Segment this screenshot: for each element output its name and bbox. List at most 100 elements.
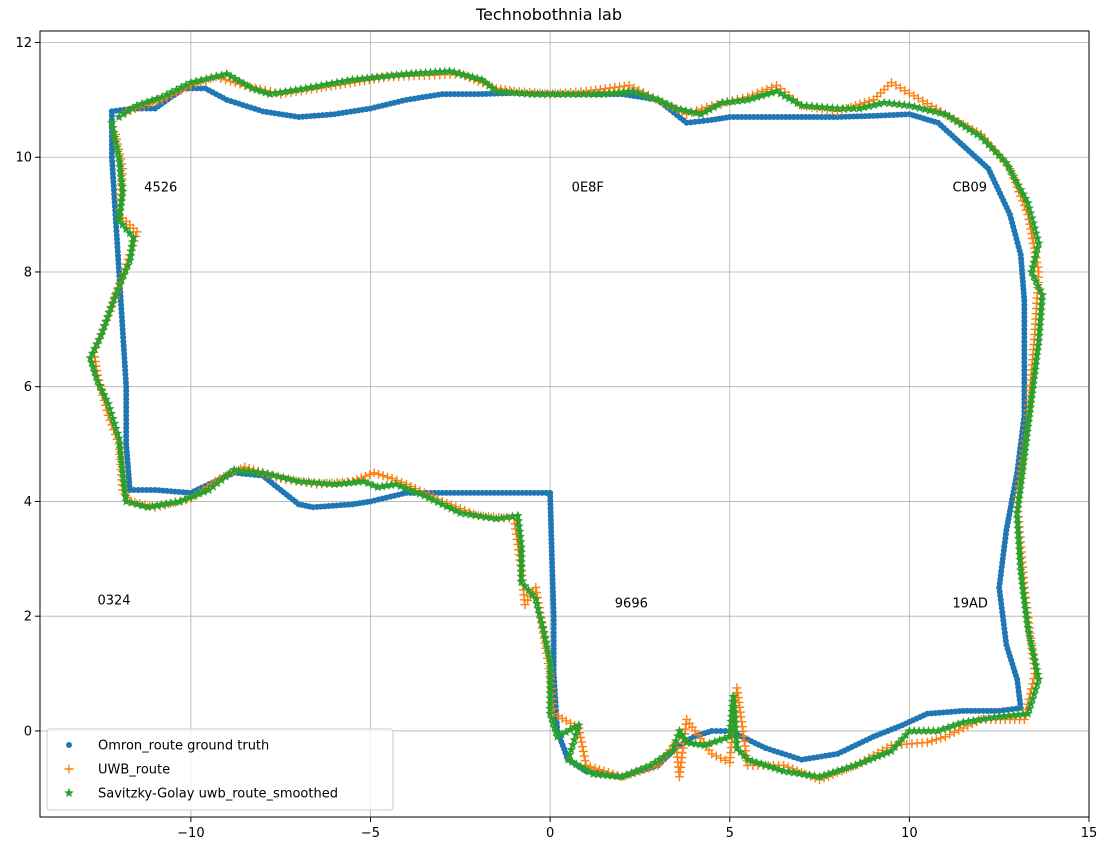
data-point	[778, 766, 789, 776]
data-point	[416, 68, 426, 78]
data-point	[197, 85, 204, 92]
data-point	[532, 89, 543, 99]
data-point	[243, 81, 253, 90]
data-point	[293, 476, 304, 486]
data-point	[686, 106, 696, 116]
data-point	[175, 496, 185, 506]
data-point	[948, 720, 958, 730]
data-point	[807, 101, 817, 111]
data-point	[572, 725, 583, 735]
data-point	[105, 403, 115, 413]
data-point	[114, 152, 124, 162]
data-point	[116, 196, 127, 206]
data-point	[1030, 655, 1040, 665]
data-point	[841, 763, 852, 773]
data-point	[319, 478, 330, 488]
data-point	[116, 201, 126, 210]
data-point	[91, 371, 101, 381]
data-point	[534, 608, 545, 618]
data-point	[222, 69, 232, 79]
data-point	[243, 466, 254, 476]
data-point	[516, 571, 527, 581]
data-point	[1021, 436, 1031, 446]
data-point	[1019, 589, 1029, 599]
data-point	[578, 746, 588, 756]
data-point	[114, 438, 125, 448]
data-point	[699, 740, 710, 750]
data-point	[904, 725, 915, 735]
data-point	[641, 762, 651, 772]
data-point	[1024, 627, 1034, 637]
data-point	[1034, 335, 1044, 345]
data-point	[717, 97, 728, 107]
data-point	[1019, 455, 1029, 465]
data-point	[1023, 198, 1033, 208]
data-point	[157, 92, 167, 101]
data-point	[1018, 709, 1028, 719]
data-point	[922, 737, 932, 747]
data-point	[378, 471, 388, 481]
data-point	[1031, 276, 1041, 286]
data-point	[964, 124, 974, 134]
data-point	[774, 764, 784, 774]
data-point	[545, 677, 555, 687]
data-point	[987, 143, 997, 153]
data-point	[574, 720, 584, 730]
data-point	[523, 585, 534, 595]
data-point	[546, 713, 557, 723]
data-point	[588, 769, 598, 778]
data-point	[451, 505, 461, 515]
data-point	[599, 89, 609, 99]
data-point	[116, 457, 127, 467]
data-point	[711, 751, 721, 761]
data-point	[1027, 694, 1038, 703]
data-point	[623, 86, 633, 96]
data-point	[115, 162, 125, 172]
data-point	[465, 509, 476, 519]
data-point	[788, 95, 798, 105]
data-point	[1004, 162, 1014, 172]
data-point	[747, 93, 758, 103]
data-point	[1013, 503, 1023, 513]
data-point	[444, 66, 455, 76]
data-point	[1014, 534, 1024, 544]
data-point	[234, 76, 245, 86]
data-point	[1012, 513, 1023, 523]
data-point	[132, 100, 142, 110]
data-point	[1015, 554, 1025, 564]
data-point	[85, 353, 95, 363]
y-tick-label: 10	[15, 151, 32, 166]
data-point	[1036, 305, 1046, 315]
data-point	[516, 566, 527, 576]
data-point	[650, 757, 660, 767]
data-point	[121, 496, 131, 506]
data-point	[1037, 295, 1047, 305]
data-point	[362, 73, 372, 83]
data-point	[553, 89, 563, 99]
data-point	[716, 753, 726, 763]
data-point	[455, 507, 466, 517]
data-point	[940, 109, 951, 119]
data-point	[442, 501, 452, 511]
anchor-label: 0324	[97, 594, 130, 609]
data-point	[515, 531, 525, 541]
data-point	[731, 727, 741, 737]
data-point	[1008, 171, 1019, 181]
data-point	[94, 380, 105, 390]
data-point	[631, 766, 642, 776]
data-point	[369, 468, 379, 478]
data-point	[725, 731, 735, 741]
data-point	[784, 766, 794, 776]
data-point	[491, 86, 501, 96]
data-point	[568, 739, 578, 749]
data-point	[545, 688, 555, 698]
data-point	[114, 433, 124, 443]
data-point	[118, 270, 129, 280]
data-point	[949, 727, 959, 737]
data-point	[516, 552, 527, 562]
data-point	[989, 712, 999, 722]
legend-label: Omron_route ground truth	[98, 739, 269, 754]
data-point	[580, 756, 590, 766]
data-point	[973, 714, 984, 724]
